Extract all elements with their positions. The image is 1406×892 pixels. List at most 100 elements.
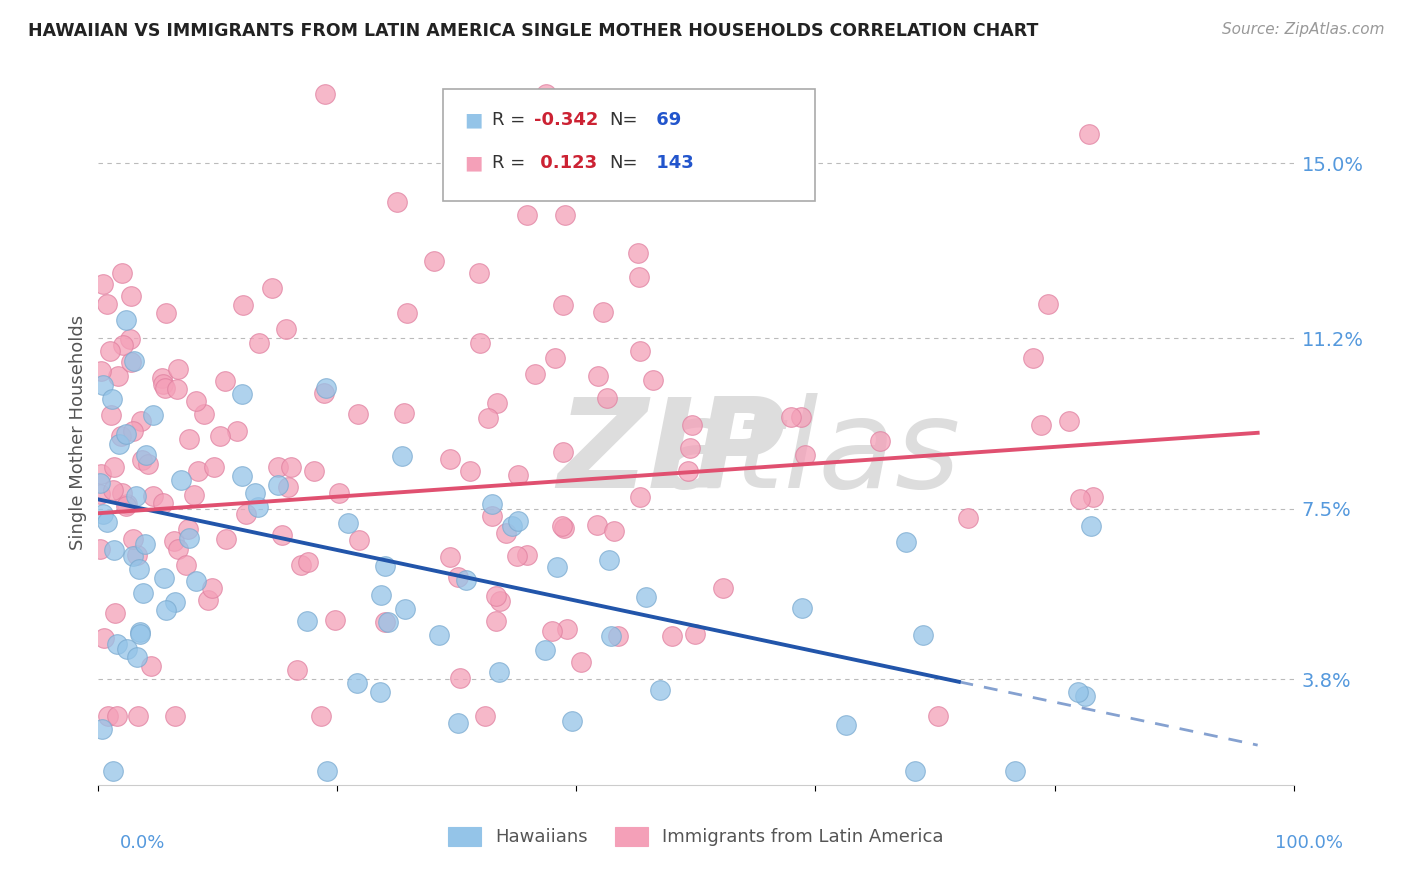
- Point: [912, 628, 935, 642]
- Point: [105, 637, 128, 651]
- Point: [155, 306, 177, 320]
- Point: [134, 537, 156, 551]
- Point: [516, 548, 538, 562]
- Point: [315, 381, 337, 395]
- Point: [481, 497, 503, 511]
- Point: [449, 671, 471, 685]
- Point: [534, 87, 557, 101]
- Point: [607, 629, 630, 643]
- Point: [711, 582, 734, 596]
- Point: [90, 467, 112, 481]
- Point: [214, 374, 236, 388]
- Point: [138, 457, 160, 471]
- Point: [231, 468, 253, 483]
- Point: [794, 449, 817, 463]
- Point: [314, 87, 336, 101]
- Point: [394, 406, 416, 420]
- Point: [627, 246, 650, 260]
- Text: N=: N=: [609, 112, 637, 129]
- Point: [122, 424, 145, 438]
- Point: [270, 528, 292, 542]
- Point: [115, 313, 138, 327]
- Point: [280, 460, 302, 475]
- Point: [1074, 689, 1097, 703]
- Point: [91, 723, 114, 737]
- Point: [534, 643, 557, 657]
- Point: [111, 486, 134, 500]
- Point: [557, 622, 579, 636]
- Point: [91, 507, 114, 521]
- Point: [153, 571, 176, 585]
- Point: [467, 266, 489, 280]
- Point: [634, 590, 657, 604]
- Point: [485, 615, 508, 629]
- Point: [628, 270, 651, 285]
- Point: [641, 373, 664, 387]
- Text: HAWAIIAN VS IMMIGRANTS FROM LATIN AMERICA SINGLE MOTHER HOUSEHOLDS CORRELATION C: HAWAIIAN VS IMMIGRANTS FROM LATIN AMERIC…: [28, 22, 1039, 40]
- Point: [391, 449, 413, 463]
- Point: [927, 709, 949, 723]
- Point: [121, 354, 143, 368]
- Point: [247, 500, 270, 514]
- Point: [184, 574, 207, 588]
- Point: [374, 615, 396, 629]
- Point: [323, 613, 346, 627]
- Point: [662, 183, 685, 197]
- Point: [89, 476, 111, 491]
- Point: [166, 382, 188, 396]
- Point: [869, 434, 891, 448]
- Point: [316, 764, 339, 779]
- Point: [485, 589, 508, 603]
- Point: [297, 555, 319, 569]
- Point: [596, 391, 619, 405]
- Point: [129, 624, 152, 639]
- Point: [506, 549, 529, 563]
- Point: [225, 424, 247, 438]
- Point: [260, 281, 283, 295]
- Point: [835, 717, 858, 731]
- Point: [628, 343, 651, 358]
- Point: [91, 378, 114, 392]
- Point: [1038, 297, 1060, 311]
- Point: [439, 451, 461, 466]
- Text: -0.342: -0.342: [534, 112, 599, 129]
- Point: [628, 490, 651, 504]
- Point: [569, 656, 592, 670]
- Y-axis label: Single Mother Households: Single Mother Households: [69, 315, 87, 550]
- Point: [103, 542, 125, 557]
- Point: [163, 709, 186, 723]
- Point: [247, 335, 270, 350]
- Point: [170, 473, 193, 487]
- Point: [554, 208, 576, 222]
- Text: N=: N=: [609, 154, 637, 172]
- Point: [128, 627, 150, 641]
- Point: [544, 351, 567, 365]
- Point: [456, 573, 478, 587]
- Point: [90, 364, 112, 378]
- Text: Source: ZipAtlas.com: Source: ZipAtlas.com: [1222, 22, 1385, 37]
- Point: [107, 709, 129, 723]
- Point: [1057, 413, 1080, 427]
- Point: [204, 460, 226, 475]
- Point: [679, 441, 702, 455]
- Point: [468, 335, 491, 350]
- Point: [551, 518, 574, 533]
- Point: [186, 393, 208, 408]
- Point: [311, 709, 333, 723]
- Point: [328, 486, 350, 500]
- Point: [245, 486, 267, 500]
- Point: [600, 629, 623, 643]
- Point: [167, 362, 190, 376]
- Point: [295, 614, 318, 628]
- Point: [515, 208, 537, 222]
- Point: [903, 764, 925, 779]
- Point: [1083, 490, 1105, 504]
- Point: [215, 533, 238, 547]
- Point: [121, 532, 143, 546]
- Text: 100.0%: 100.0%: [1275, 834, 1343, 852]
- Point: [561, 714, 583, 728]
- Point: [460, 464, 482, 478]
- Point: [125, 489, 148, 503]
- Point: [187, 464, 209, 478]
- Point: [267, 459, 290, 474]
